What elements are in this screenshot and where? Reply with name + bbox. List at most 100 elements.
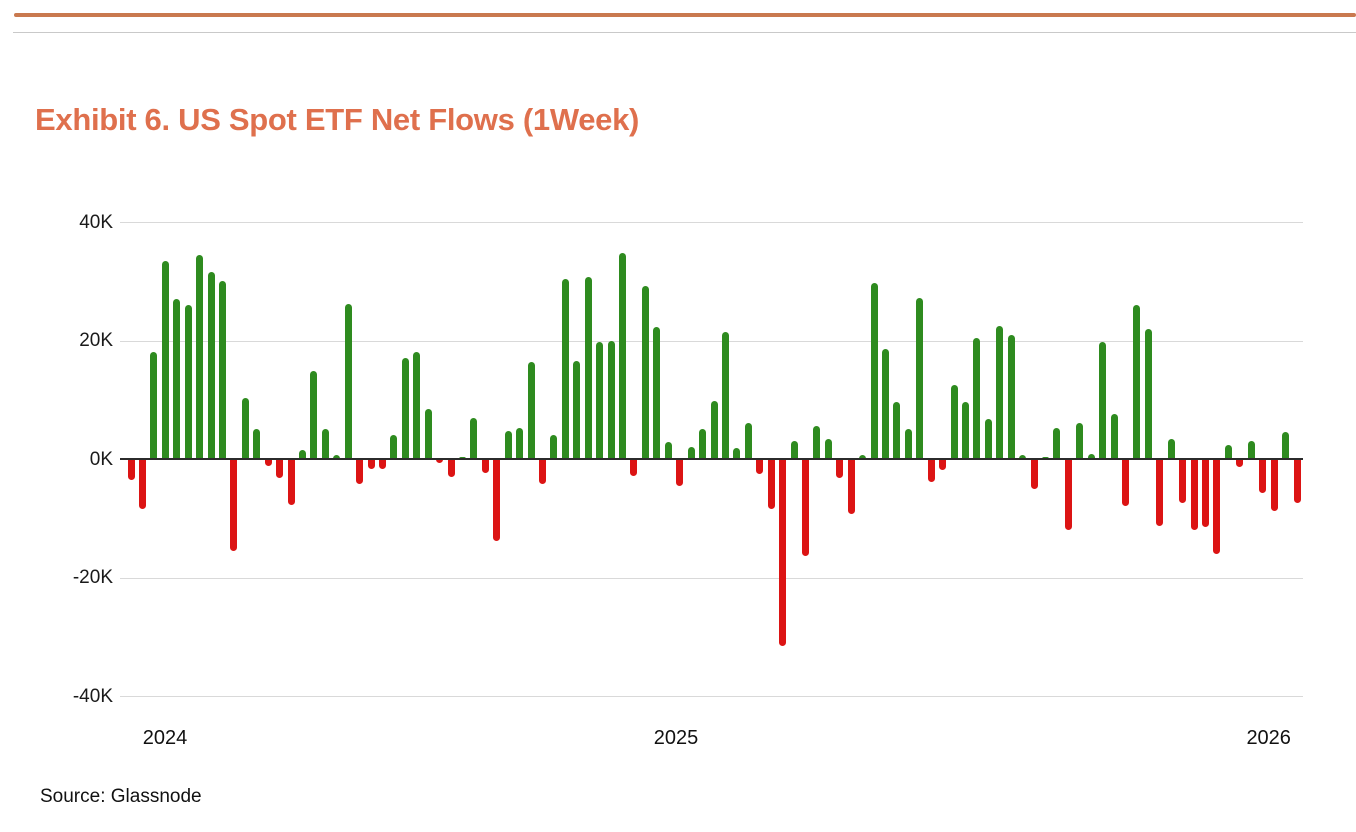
x-axis-zero-line xyxy=(120,458,1303,460)
flow-bar xyxy=(207,272,215,459)
flow-bar xyxy=(653,327,661,459)
flow-bar xyxy=(1236,459,1244,467)
flow-bar xyxy=(470,418,478,459)
flow-bar xyxy=(939,459,947,470)
flow-bar xyxy=(961,402,969,459)
flow-bar xyxy=(1133,304,1141,459)
flow-bar xyxy=(218,281,226,459)
flow-bar xyxy=(1064,459,1072,531)
header-divider xyxy=(13,32,1356,33)
gridline xyxy=(120,577,1303,579)
flow-bar xyxy=(1030,459,1038,490)
flow-bar xyxy=(264,459,272,467)
flow-bar xyxy=(1087,453,1095,459)
flow-bar xyxy=(287,459,295,505)
flow-bar xyxy=(401,358,409,459)
flow-bar xyxy=(516,428,524,459)
flow-bar xyxy=(230,459,238,551)
x-axis-label: 2024 xyxy=(142,727,188,749)
flow-bar xyxy=(881,349,889,459)
flow-bar xyxy=(893,402,901,459)
flow-bar xyxy=(721,331,729,459)
flow-bar xyxy=(424,409,432,459)
flow-bar xyxy=(847,459,855,514)
flow-bar xyxy=(413,352,421,459)
flow-bar xyxy=(573,360,581,459)
flow-bar xyxy=(173,299,181,459)
flow-bar xyxy=(310,371,318,459)
flow-bar xyxy=(138,459,146,510)
flow-bar xyxy=(619,253,627,459)
flow-bar xyxy=(824,439,832,459)
flow-bar xyxy=(493,459,501,542)
flow-bar xyxy=(710,400,718,459)
x-axis-label: 2026 xyxy=(1246,727,1291,749)
flow-bar xyxy=(161,260,169,459)
flow-bar xyxy=(699,428,707,459)
y-axis-label: 0K xyxy=(89,448,113,470)
flow-bar xyxy=(561,279,569,459)
flow-bar xyxy=(1247,440,1255,459)
flow-bar xyxy=(916,298,924,459)
flow-bar xyxy=(344,303,352,459)
y-axis-label: 40K xyxy=(79,211,113,233)
flow-bar xyxy=(321,428,329,459)
flow-bar xyxy=(1144,328,1152,459)
flow-bar xyxy=(870,283,878,459)
flow-bar xyxy=(584,276,592,459)
flow-bar xyxy=(641,285,649,459)
flow-bar xyxy=(539,459,547,485)
flow-bar xyxy=(481,459,489,474)
flow-bar xyxy=(779,459,787,646)
flow-bar xyxy=(1099,342,1107,459)
flow-bar xyxy=(378,459,386,470)
flow-bar xyxy=(184,304,192,459)
flow-bar xyxy=(127,459,135,480)
flow-bar xyxy=(596,341,604,459)
flow-bar xyxy=(859,455,867,459)
flow-bar xyxy=(241,397,249,459)
gridline xyxy=(120,340,1303,342)
flow-bar xyxy=(1259,459,1267,493)
flow-bar xyxy=(276,459,284,478)
gridline xyxy=(120,696,1303,697)
flow-bar xyxy=(973,337,981,459)
page-title: Exhibit 6. US Spot ETF Net Flows (1Week) xyxy=(35,102,640,137)
flow-bar xyxy=(356,459,364,484)
flow-bar xyxy=(196,254,204,459)
flow-bar xyxy=(1202,459,1210,527)
flow-bar xyxy=(447,459,455,477)
flow-bar xyxy=(1179,459,1187,504)
flow-bar xyxy=(527,362,535,459)
flow-bar xyxy=(904,428,912,459)
flow-bar xyxy=(1110,413,1118,459)
flow-bar xyxy=(996,325,1004,459)
flow-bar xyxy=(950,384,958,459)
source-text: Source: Glassnode xyxy=(40,786,202,807)
flow-bar xyxy=(298,449,306,459)
flow-bar xyxy=(790,440,798,459)
flow-bar xyxy=(253,429,261,459)
flow-bar xyxy=(756,459,764,474)
y-axis-label: -20K xyxy=(72,567,113,588)
flow-bar xyxy=(1156,459,1164,526)
flow-bar xyxy=(927,459,935,482)
y-axis-label: 20K xyxy=(79,330,113,351)
flow-bar xyxy=(150,352,158,459)
x-axis-label: 2025 xyxy=(653,727,699,749)
flow-bar xyxy=(1076,422,1084,459)
flow-bar xyxy=(836,459,844,478)
flow-bar xyxy=(1190,459,1198,531)
flow-bar xyxy=(664,442,672,459)
flow-bar xyxy=(550,434,558,459)
flow-bar xyxy=(1213,459,1221,554)
flow-bar xyxy=(733,447,741,459)
flow-bar xyxy=(676,459,684,486)
flow-bar xyxy=(1122,459,1130,506)
flow-bar xyxy=(1270,459,1278,512)
flow-bar xyxy=(1019,454,1027,459)
flow-bar xyxy=(436,459,444,464)
flow-bar xyxy=(1007,334,1015,459)
flow-bar xyxy=(1282,432,1290,459)
